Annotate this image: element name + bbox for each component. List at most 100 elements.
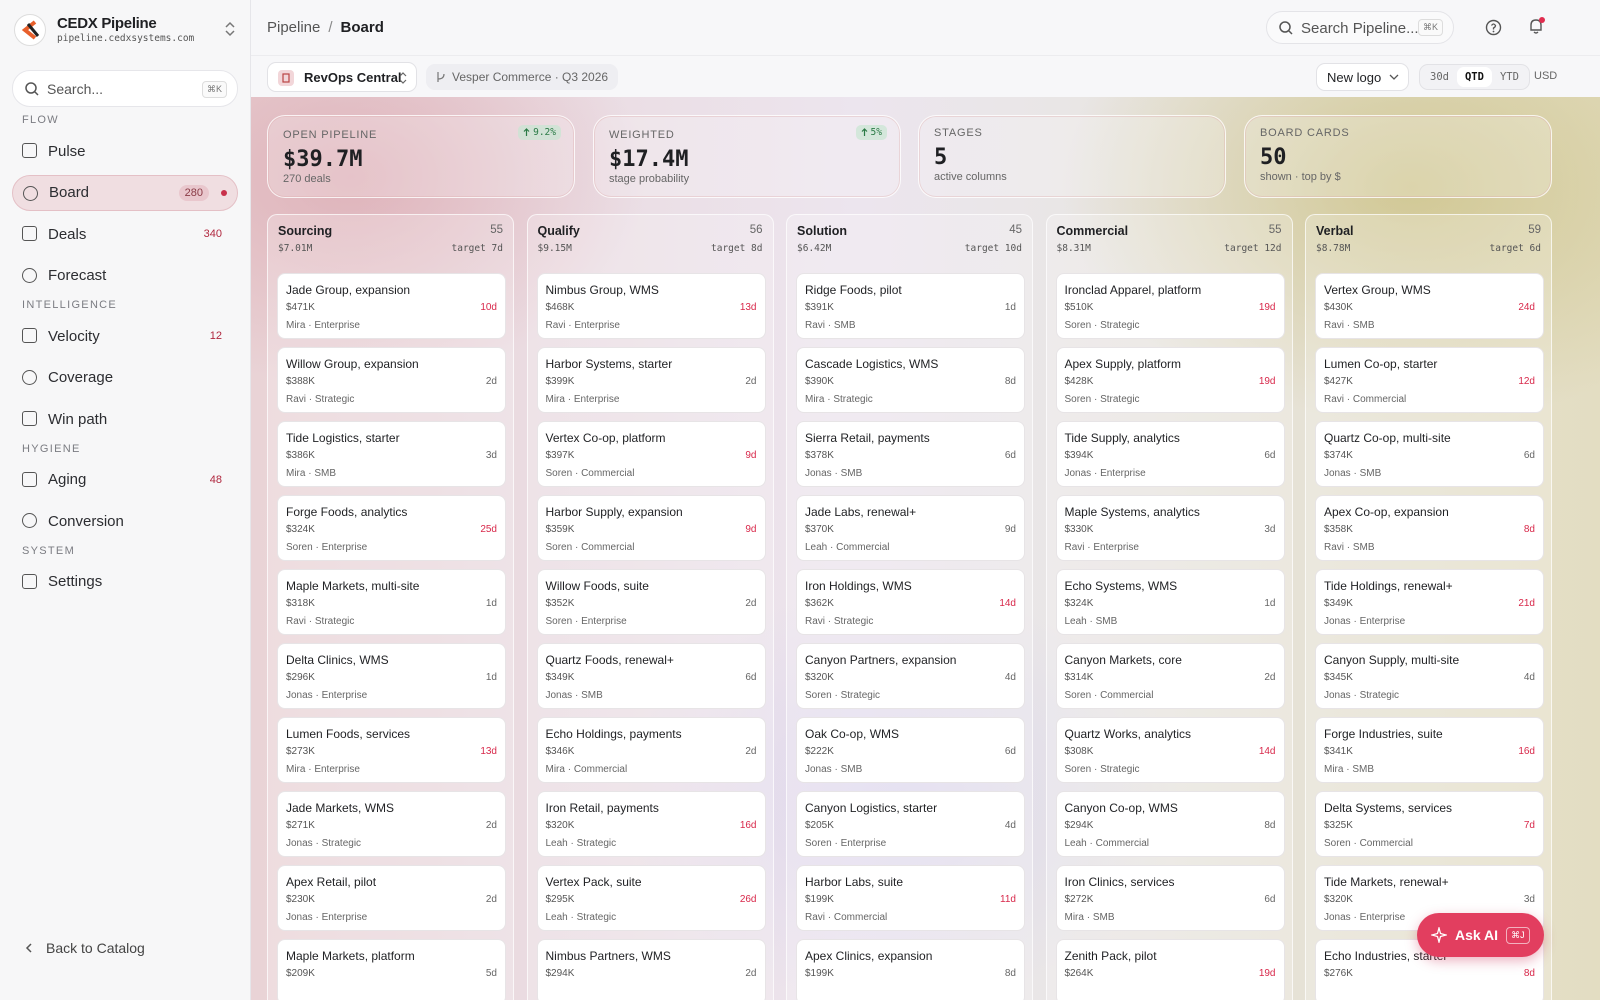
- deal-card[interactable]: Harbor Systems, starter $399K 2d Mira · Ent…: [536, 347, 766, 413]
- deal-card[interactable]: Ironclad Apparel, platform $510K 19d Soren …: [1055, 273, 1285, 339]
- nav-item[interactable]: Forecast: [12, 258, 238, 294]
- deal-title: Iron Holdings, WMS: [805, 579, 912, 593]
- help-button[interactable]: [1485, 19, 1502, 36]
- deal-card[interactable]: Canyon Markets, core $314K 2d Soren · Comme…: [1055, 643, 1285, 709]
- deal-card[interactable]: Lumen Foods, services $273K 13d Mira · Ente…: [277, 717, 506, 783]
- deal-card[interactable]: Quartz Co-op, multi-site $374K 6d Jonas · S…: [1315, 421, 1544, 487]
- deal-meta: Leah · Commercial: [805, 542, 890, 553]
- deal-card[interactable]: Vertex Pack, suite $295K 26d Leah · Strateg…: [536, 865, 766, 931]
- deal-age: 2d: [745, 968, 757, 979]
- deal-card[interactable]: Tide Holdings, renewal+ $349K 21d Jonas · E…: [1315, 569, 1544, 635]
- nav-item[interactable]: Conversion: [12, 503, 238, 539]
- top-search[interactable]: Search Pipeline... ⌘K: [1266, 11, 1454, 44]
- deal-card[interactable]: Willow Group, expansion $388K 2d Ravi · Str…: [277, 347, 506, 413]
- kpi-sub: 270 deals: [283, 173, 331, 185]
- deal-card[interactable]: Forge Industries, suite $341K 16d Mira · SM…: [1315, 717, 1544, 783]
- deal-card[interactable]: Cascade Logistics, WMS $390K 8d Mira · Stra…: [796, 347, 1025, 413]
- deal-meta: Soren · Enterprise: [805, 838, 887, 849]
- ask-ai-button[interactable]: Ask AI ⌘J: [1417, 913, 1544, 957]
- back-link[interactable]: Back to Catalog: [24, 940, 145, 956]
- deal-title: Tide Logistics, starter: [286, 431, 400, 445]
- deal-card[interactable]: Delta Systems, services $325K 7d Soren · Co…: [1315, 791, 1544, 857]
- column-total: $8.78M: [1316, 243, 1351, 254]
- deal-amount: $391K: [805, 302, 834, 313]
- deal-card[interactable]: Willow Foods, suite $352K 2d Soren · Enterp…: [536, 569, 766, 635]
- deal-card[interactable]: Tide Supply, analytics $394K 6d Jonas · Ent…: [1055, 421, 1285, 487]
- deal-card[interactable]: Apex Supply, platform $428K 19d Soren · Str…: [1055, 347, 1285, 413]
- nav-label: Deals: [48, 225, 87, 243]
- segment-select[interactable]: New logo: [1316, 63, 1409, 91]
- range-option[interactable]: QTD: [1456, 67, 1492, 87]
- deal-card[interactable]: Harbor Labs, suite $199K 11d Ravi · Commerc…: [796, 865, 1025, 931]
- deal-card[interactable]: Sierra Retail, payments $378K 6d Jonas · SM…: [796, 421, 1025, 487]
- range-option[interactable]: YTD: [1499, 71, 1519, 83]
- deal-age: 3d: [1264, 524, 1276, 535]
- deal-card[interactable]: Maple Systems, analytics $330K 3d Ravi · En…: [1055, 495, 1285, 561]
- nav-item[interactable]: Pulse: [12, 133, 238, 169]
- nav-item[interactable]: Coverage: [12, 360, 238, 396]
- column-total: $8.31M: [1056, 243, 1091, 254]
- deal-card[interactable]: Nimbus Group, WMS $468K 13d Ravi · Enterpri…: [536, 273, 766, 339]
- deal-card[interactable]: Echo Systems, WMS $324K 1d Leah · SMB: [1055, 569, 1285, 635]
- deal-card[interactable]: Apex Retail, pilot $230K 2d Jonas · Enterpr…: [277, 865, 506, 931]
- nav-label: Conversion: [48, 512, 124, 530]
- deal-amount: $394K: [1064, 450, 1094, 461]
- deal-card[interactable]: Canyon Logistics, starter $205K 4d Soren · …: [796, 791, 1025, 857]
- deal-card[interactable]: Nimbus Partners, WMS $294K 2d: [536, 939, 766, 1000]
- deal-card[interactable]: Lumen Co-op, starter $427K 12d Ravi · Comme…: [1315, 347, 1544, 413]
- kpi-value: 5: [934, 145, 948, 170]
- sidebar-search[interactable]: Search... ⌘K: [12, 70, 238, 107]
- switcher[interactable]: [223, 21, 237, 37]
- deal-age: 6d: [1264, 450, 1276, 461]
- deal-card[interactable]: Echo Holdings, payments $346K 2d Mira · Com…: [536, 717, 766, 783]
- currency[interactable]: USD: [1534, 70, 1558, 82]
- context-chip[interactable]: Vesper Commerce · Q3 2026: [426, 64, 619, 90]
- deal-card[interactable]: Apex Clinics, expansion $199K 8d: [796, 939, 1025, 1000]
- deal-card[interactable]: Vertex Group, WMS $430K 24d Ravi · SMB: [1315, 273, 1544, 339]
- deal-card[interactable]: Harbor Supply, expansion $359K 9d Soren · C…: [536, 495, 766, 561]
- deal-meta: Jonas · Strategic: [1324, 690, 1400, 701]
- nav-item[interactable]: Win path: [12, 401, 238, 437]
- deal-title: Forge Industries, suite: [1324, 727, 1443, 741]
- crumb-parent[interactable]: Pipeline: [267, 19, 321, 36]
- deal-card[interactable]: Iron Clinics, services $272K 6d Mira · SMB: [1055, 865, 1285, 931]
- deal-card[interactable]: Tide Logistics, starter $386K 3d Mira · SMB: [277, 421, 506, 487]
- nav-section-title: HYGIENE: [22, 442, 81, 455]
- deal-card[interactable]: Delta Clinics, WMS $296K 1d Jonas · Enterpr…: [277, 643, 506, 709]
- deal-card[interactable]: Canyon Supply, multi-site $345K 4d Jonas · …: [1315, 643, 1544, 709]
- deal-card[interactable]: Canyon Partners, expansion $320K 4d Soren ·…: [796, 643, 1025, 709]
- deal-title: Vertex Co-op, platform: [545, 431, 666, 445]
- nav-item[interactable]: Deals 340: [12, 216, 238, 252]
- deal-card[interactable]: Vertex Co-op, platform $397K 9d Soren · Com…: [536, 421, 766, 487]
- deal-card[interactable]: Forge Foods, analytics $324K 25d Soren · En…: [277, 495, 506, 561]
- deal-card[interactable]: Quartz Works, analytics $308K 14d Soren · S…: [1055, 717, 1285, 783]
- column-count: 59: [1528, 224, 1541, 236]
- nav-label: Board: [49, 184, 90, 201]
- nav-item[interactable]: Velocity 12: [12, 318, 238, 354]
- deal-amount: $205K: [805, 820, 834, 831]
- notifications-button[interactable]: [1527, 16, 1547, 36]
- range-option[interactable]: 30d: [1430, 71, 1449, 83]
- deal-card[interactable]: Zenith Pack, pilot $264K 19d: [1055, 939, 1285, 1000]
- deal-age: 2d: [485, 376, 497, 387]
- workspace-select[interactable]: RevOps Central: [267, 62, 417, 92]
- deal-card[interactable]: Apex Co-op, expansion $358K 8d Ravi · SMB: [1315, 495, 1544, 561]
- nav-item[interactable]: Aging 48: [12, 462, 238, 498]
- deal-card[interactable]: Iron Holdings, WMS $362K 14d Ravi · Strateg…: [796, 569, 1025, 635]
- chevron: [1389, 74, 1399, 80]
- deal-card[interactable]: Oak Co-op, WMS $222K 6d Jonas · SMB: [796, 717, 1025, 783]
- deal-card[interactable]: Jade Group, expansion $471K 10d Mira · Ente…: [277, 273, 506, 339]
- kpi-card: OPEN PIPELINE $39.7M 270 deals 9.2%: [267, 115, 575, 198]
- deal-card[interactable]: Quartz Foods, renewal+ $349K 6d Jonas · SMB: [536, 643, 766, 709]
- deal-card[interactable]: Canyon Co-op, WMS $294K 8d Leah · Commercia…: [1055, 791, 1285, 857]
- column-name: Commercial: [1056, 224, 1129, 238]
- deal-card[interactable]: Jade Labs, renewal+ $370K 9d Leah · Commerc…: [796, 495, 1025, 561]
- deal-card[interactable]: Ridge Foods, pilot $391K 1d Ravi · SMB: [796, 273, 1025, 339]
- deal-amount: $330K: [1064, 524, 1094, 535]
- deal-card[interactable]: Iron Retail, payments $320K 16d Leah · Stra…: [536, 791, 766, 857]
- nav-item[interactable]: Settings: [12, 564, 238, 600]
- deal-card[interactable]: Maple Markets, multi-site $318K 1d Ravi · S…: [277, 569, 506, 635]
- deal-card[interactable]: Jade Markets, WMS $271K 2d Jonas · Strategi…: [277, 791, 506, 857]
- nav-item[interactable]: Board 280: [12, 174, 238, 211]
- deal-card[interactable]: Maple Markets, platform $209K 5d: [277, 939, 506, 1000]
